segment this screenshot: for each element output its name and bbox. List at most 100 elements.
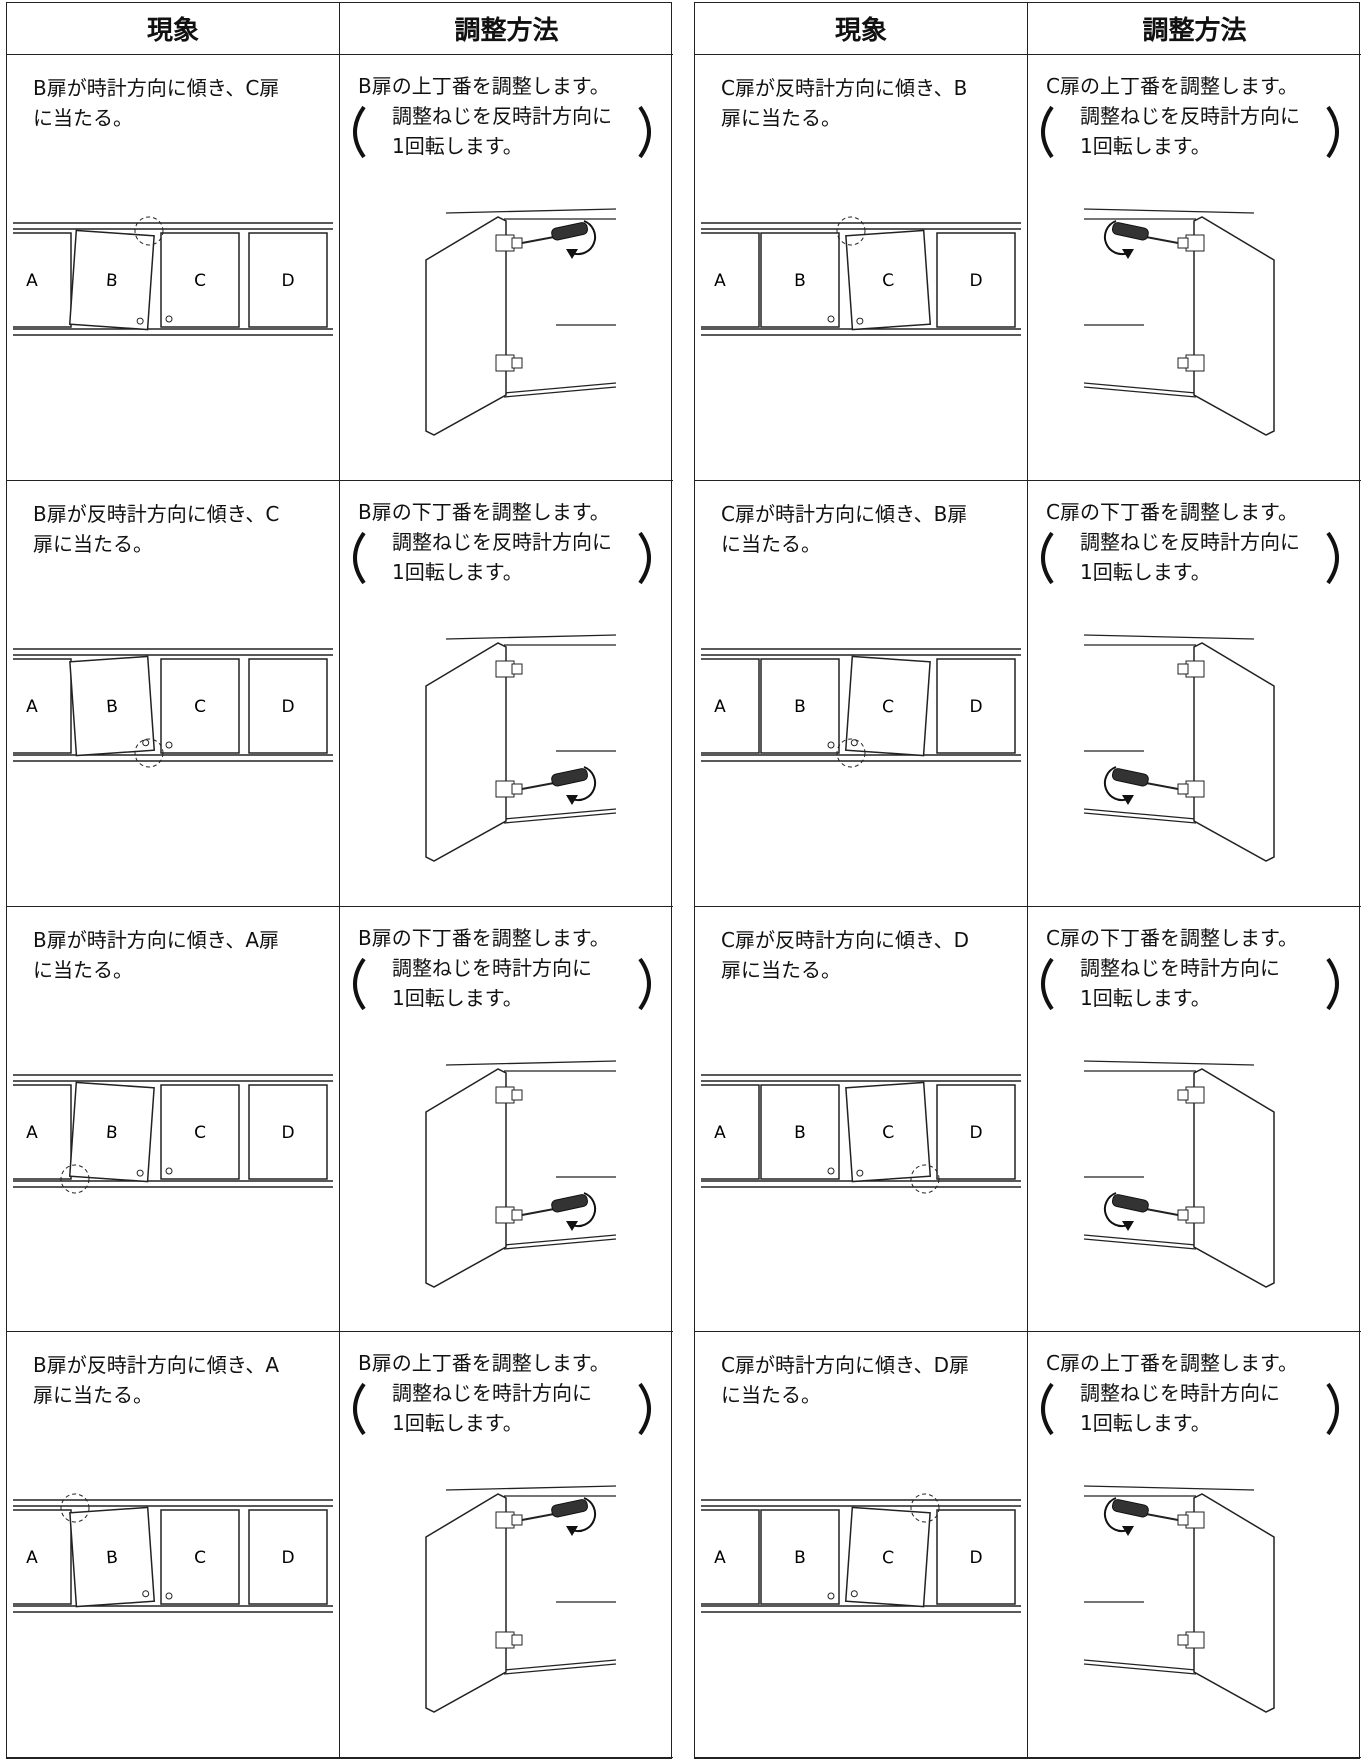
door-open — [425, 1067, 507, 1288]
hinge — [1185, 1511, 1205, 1529]
hinge — [495, 780, 515, 798]
text-line: B扉が反時計方向に傾き、A — [33, 1353, 280, 1378]
hinge-dot — [856, 317, 864, 325]
paren — [638, 957, 651, 1010]
hinge — [495, 660, 515, 678]
hinge-drawing — [1083, 634, 1275, 862]
door-panel — [160, 1509, 240, 1605]
hinge-diagram — [425, 1059, 617, 1288]
hinge-plate — [1177, 1089, 1189, 1100]
hinge-plate — [1177, 1514, 1189, 1526]
door: B — [760, 1509, 840, 1605]
door: A — [13, 1083, 72, 1180]
door-label: D — [969, 1123, 982, 1143]
hinge-dot — [856, 1169, 864, 1177]
door-panel — [760, 232, 840, 328]
door-label: D — [281, 271, 294, 291]
door-label: A — [714, 1123, 726, 1143]
drawing-line — [445, 634, 617, 640]
hinge-diagram — [425, 634, 617, 862]
rotation-arrow — [571, 220, 597, 256]
adjustment-cell: C扉の下丁番を調整します。 調整ねじを反時計方向に 1回転します。 — [1028, 481, 1361, 907]
hinge-plate — [511, 663, 523, 675]
door-label: D — [281, 1123, 294, 1143]
detail-line: 1回転します。 — [1080, 1411, 1211, 1436]
door-panel — [936, 658, 1016, 754]
detail-line: 1回転します。 — [1080, 985, 1211, 1010]
door-label: A — [714, 1548, 726, 1568]
door-label: A — [26, 1123, 38, 1143]
door-panel — [13, 232, 72, 328]
detail-line: 調整ねじを反時計方向に — [392, 104, 612, 128]
drawing-line — [503, 812, 617, 824]
screwdriver-handle — [551, 1193, 589, 1212]
drawing-line — [1083, 808, 1197, 820]
adjustment-title: B扉の下丁番を調整します。 — [358, 925, 610, 950]
hinge-plate — [511, 1209, 523, 1220]
door-diagram: A B C D — [701, 1493, 1021, 1613]
text-line: C扉が時計方向に傾き、D扉 — [721, 1353, 969, 1378]
drawing-line — [445, 1485, 617, 1491]
hinge-diagram — [425, 1485, 617, 1714]
parentheses — [353, 957, 651, 1010]
hinge-plate — [1177, 1209, 1189, 1220]
adjustment-cell: C扉の上丁番を調整します。 調整ねじを時計方向に 1回転します。 — [1028, 1332, 1361, 1758]
parentheses — [1041, 1383, 1339, 1436]
drawing-line — [1083, 1663, 1197, 1675]
adjustment-text: C扉の上丁番を調整します。 調整ねじを反時計方向に 1回転します。 — [1028, 55, 1361, 161]
hinge — [1185, 780, 1205, 798]
table-header: 調整方法 — [340, 3, 673, 55]
adjustment-text: B扉の上丁番を調整します。 調整ねじを反時計方向に 1回転します。 — [340, 55, 673, 161]
door-label: B — [794, 1548, 806, 1568]
door-label: C — [881, 696, 894, 717]
drawing-line — [503, 386, 617, 398]
door: C — [160, 1083, 240, 1180]
screwdriver-handle — [1111, 1193, 1149, 1212]
paren — [353, 957, 366, 1010]
hinge-drawing — [425, 1059, 617, 1288]
door: B — [760, 658, 840, 754]
door: A — [701, 1083, 760, 1180]
paren — [1041, 105, 1054, 159]
door-panel — [844, 655, 931, 757]
drawing-line — [521, 236, 555, 244]
hinge-plate — [1177, 663, 1189, 675]
door-panel — [68, 229, 155, 331]
door-label: A — [26, 1548, 38, 1568]
door-diagram: A B C D — [701, 1073, 1021, 1193]
text-line: に当たる。 — [33, 957, 133, 982]
door: A — [13, 232, 72, 328]
rotation-arrow — [571, 1497, 597, 1533]
door: D — [248, 1509, 328, 1605]
text-line: に当たる。 — [721, 1383, 821, 1408]
parentheses — [1041, 531, 1339, 584]
door: D — [936, 232, 1016, 328]
adjustment-title: B扉の下丁番を調整します。 — [358, 499, 610, 524]
door: C — [160, 232, 240, 328]
hinge-plate — [511, 357, 523, 369]
adjustment-cell: C扉の上丁番を調整します。 調整ねじを反時計方向に 1回転します。 — [1028, 55, 1361, 481]
door-open — [1193, 1493, 1275, 1714]
door-label: B — [794, 697, 806, 717]
door-label: B — [106, 1548, 119, 1569]
door-open — [1193, 641, 1275, 862]
phenomenon-text: B扉が時計方向に傾き、C扉 に当たる。 — [7, 55, 339, 133]
paren — [1041, 957, 1054, 1010]
door-diagram: A B C D — [13, 648, 333, 768]
text-line: に当たる。 — [721, 531, 821, 556]
contact-mark — [60, 1493, 90, 1523]
door: D — [248, 232, 328, 328]
adjustment-cell: B扉の上丁番を調整します。 調整ねじを時計方向に 1回転します。 — [340, 1332, 673, 1758]
adjustment-text: C扉の下丁番を調整します。 調整ねじを時計方向に 1回転します。 — [1028, 907, 1361, 1013]
door-panel — [13, 1083, 72, 1180]
door: B — [760, 1083, 840, 1180]
door: B — [69, 655, 156, 757]
door: A — [701, 658, 760, 754]
text-line: C扉が反時計方向に傾き、B — [721, 76, 968, 100]
door: C — [844, 1506, 931, 1608]
drawing-line — [1145, 781, 1179, 790]
screwdriver-handle — [551, 1499, 589, 1518]
parentheses — [1041, 957, 1339, 1010]
paren — [638, 105, 651, 159]
paren — [1326, 1383, 1339, 1436]
